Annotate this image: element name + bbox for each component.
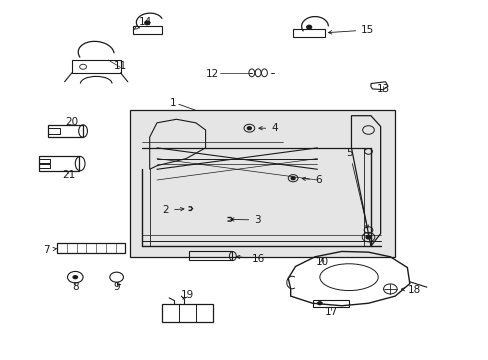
Text: 13: 13: [376, 84, 389, 94]
Circle shape: [144, 21, 149, 24]
Text: 20: 20: [65, 117, 78, 127]
Text: 3: 3: [230, 215, 260, 225]
Text: 5: 5: [346, 148, 368, 229]
Circle shape: [247, 127, 251, 130]
Text: 1: 1: [169, 98, 176, 108]
Text: 19: 19: [181, 290, 194, 300]
Text: 9: 9: [113, 282, 120, 292]
Text: 16: 16: [236, 254, 264, 264]
Text: 18: 18: [401, 285, 420, 295]
FancyBboxPatch shape: [130, 111, 394, 257]
Text: 11: 11: [114, 61, 127, 71]
Text: 2: 2: [162, 205, 183, 215]
Text: 10: 10: [315, 257, 328, 267]
Text: 21: 21: [62, 170, 75, 180]
Text: 12: 12: [205, 68, 218, 78]
Text: 4: 4: [258, 123, 277, 133]
Circle shape: [366, 235, 370, 239]
Text: 8: 8: [72, 282, 79, 292]
Circle shape: [316, 301, 322, 305]
Text: 6: 6: [302, 175, 321, 185]
Circle shape: [72, 275, 78, 279]
Circle shape: [290, 177, 294, 180]
Text: 14: 14: [134, 17, 152, 30]
Circle shape: [306, 25, 311, 29]
Text: 15: 15: [328, 25, 374, 35]
Text: 17: 17: [324, 307, 337, 317]
Text: 7: 7: [43, 245, 56, 255]
